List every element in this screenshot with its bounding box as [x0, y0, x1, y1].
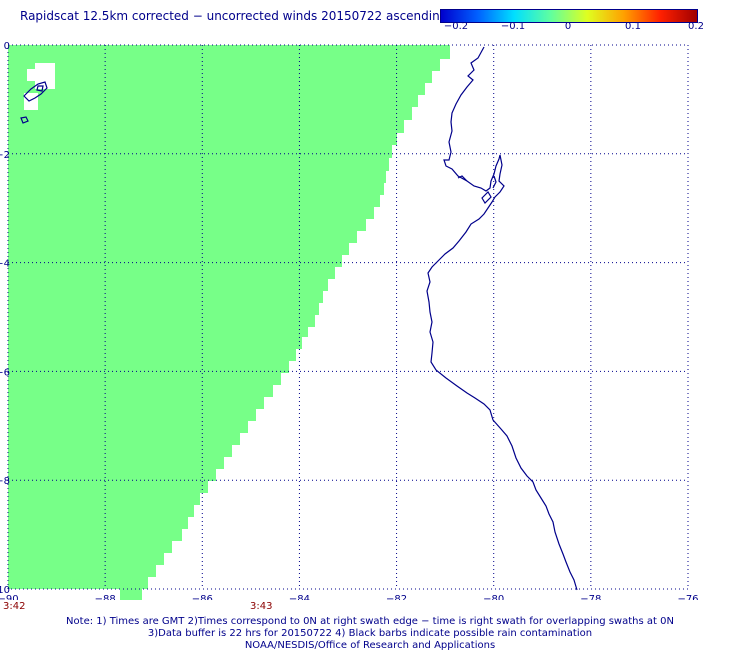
- wind-difference-map: −90 −88 −86 −84 −82 −80 −78 −76 0 −2 −4 −6 −8 −10: [0, 41, 699, 600]
- map-title: Rapidscat 12.5km corrected − uncorrected…: [20, 9, 448, 23]
- swath-layer: [8, 45, 450, 600]
- lon-tick-label: −82: [386, 594, 407, 600]
- galapagos-islands: [20, 63, 55, 124]
- lon-tick-label: −78: [580, 594, 601, 600]
- lon-tick-label: −80: [483, 594, 504, 600]
- footer-note-2: 3)Data buffer is 22 hrs for 20150722 4) …: [147, 628, 593, 639]
- frame-border: [7, 44, 689, 590]
- lat-tick-label: 0: [4, 41, 10, 52]
- time-label-start: 3:42: [3, 601, 26, 612]
- gulf-island: [481, 191, 492, 204]
- gridlines: [8, 45, 688, 589]
- swath-region: [8, 45, 450, 600]
- san-cristobal-island: [20, 116, 29, 124]
- lat-tick-label: −6: [0, 367, 10, 378]
- lat-tick-label: −10: [0, 585, 10, 596]
- lat-tick-label: −2: [0, 150, 10, 161]
- colorbar-label-min: −0.2: [443, 21, 469, 32]
- colorbar-label-neg: −0.1: [500, 21, 526, 32]
- lon-tick-label: −86: [192, 594, 213, 600]
- lon-tick-label: −88: [95, 594, 116, 600]
- coastline-ecuador-peru: [426, 46, 578, 591]
- colorbar-label-zero: 0: [564, 21, 572, 32]
- santa-cruz-island: [36, 85, 44, 92]
- lat-tick-label: −8: [0, 476, 10, 487]
- lon-tick-label: −90: [0, 594, 19, 600]
- colorbar-label-pos: 0.1: [625, 21, 641, 32]
- coastline: [20, 46, 578, 591]
- lat-tick-label: −4: [0, 259, 10, 270]
- colorbar-label-max: 0.2: [688, 21, 704, 32]
- footer-credit: NOAA/NESDIS/Office of Research and Appli…: [244, 640, 496, 651]
- lon-tick-label: −84: [289, 594, 310, 600]
- axis-labels: −90 −88 −86 −84 −82 −80 −78 −76 0 −2 −4 −6 −8 −10: [0, 41, 699, 600]
- map-frame: [7, 44, 689, 590]
- river-estuary: [457, 175, 497, 189]
- footer-note-1: Note: 1) Times are GMT 2)Times correspon…: [66, 616, 674, 627]
- time-label-end: 3:43: [250, 601, 273, 612]
- isabela-island: [23, 81, 48, 102]
- lon-tick-label: −76: [677, 594, 698, 600]
- colorbar: [440, 9, 698, 23]
